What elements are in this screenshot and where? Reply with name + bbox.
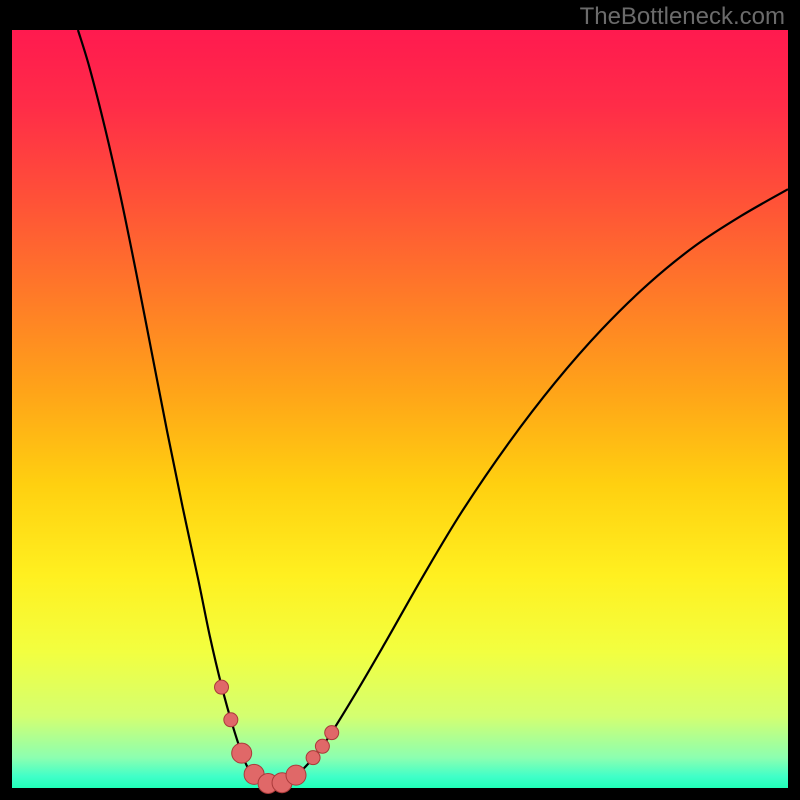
bottleneck-chart: TheBottleneck.com [0, 0, 800, 800]
data-marker [315, 739, 329, 753]
data-marker [232, 743, 252, 763]
data-marker [325, 726, 339, 740]
data-marker [215, 680, 229, 694]
data-marker [224, 713, 238, 727]
plot-background [12, 30, 788, 788]
data-marker [286, 765, 306, 785]
data-marker [306, 751, 320, 765]
watermark-text: TheBottleneck.com [580, 3, 785, 30]
